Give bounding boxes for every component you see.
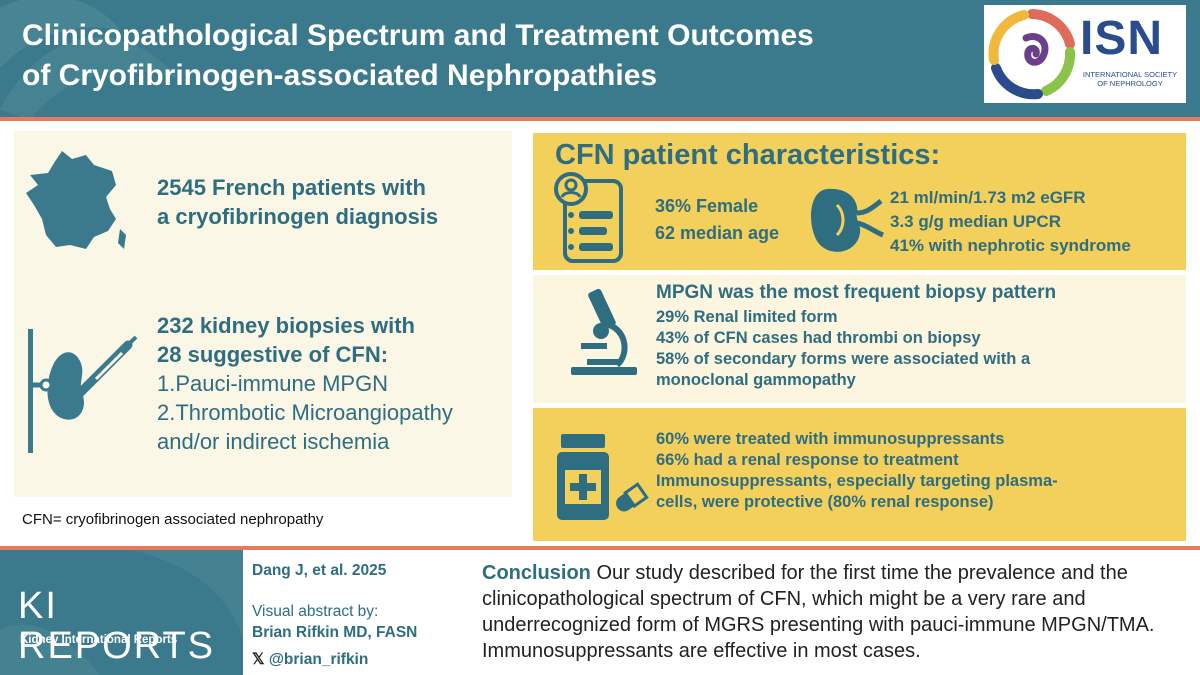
medication-bottle-icon [557,434,649,520]
author-handle[interactable]: 𝕏 @brian_rifkin [252,651,369,668]
france-map-icon [26,151,126,249]
treatment-stats: 60% were treated with immunosuppressants… [656,430,1058,511]
x-icon: 𝕏 [252,651,265,668]
isn-globe-icon [988,9,1076,100]
cfn-definition: CFN= cryofibrinogen associated nephropat… [22,511,324,528]
patient-record-icon [554,172,623,263]
author-name: Brian Rifkin MD, FASN [252,624,418,641]
journal-title: KI REPORTS [18,585,216,667]
conclusion-label: Conclusion [482,562,591,584]
demographics-stats: 36% Female 62 median age [655,196,780,243]
kidney-biopsy-icon [28,329,138,453]
biopsy-stats: 29% Renal limited form 43% of CFN cases … [656,308,1031,389]
biopsy-findings: 232 kidney biopsies with 28 suggestive o… [157,313,453,454]
decorative-leaf-shapes [0,0,180,117]
microscope-icon [571,288,637,375]
study-population-panel: 2545 French patients with a cryofibrinog… [14,131,512,497]
biopsy-pattern-panel: MPGN was the most frequent biopsy patter… [533,275,1186,403]
finding-item-tma: 2.Thrombotic Microangiopathy [157,400,453,425]
renal-function-stats: 21 ml/min/1.73 m2 eGFR 3.3 g/g median UP… [890,188,1131,255]
decorative-leaf-shapes [0,550,243,675]
patient-characteristics-panel: CFN patient characteristics: 36% Female … [533,133,1186,270]
biopsy-heading: MPGN was the most frequent biopsy patter… [656,282,1057,303]
isn-logo-text: ISN [1080,12,1164,65]
abstract-by-label: Visual abstract by: [252,603,379,620]
journal-subtitle: Kidney International Reports [20,634,178,646]
page-title: Clinicopathological Spectrum and Treatme… [22,19,814,92]
finding-item-mpgn: 1.Pauci-immune MPGN [157,371,389,396]
treatment-outcomes-panel: 60% were treated with immunosuppressants… [533,408,1186,541]
isn-logo-subtext: INTERNATIONAL SOCIETY OF NEPHROLOGY [1082,70,1178,88]
kidney-icon [811,188,884,252]
footer-divider [0,546,1200,550]
citation: Dang J, et al. 2025 [252,562,387,579]
isn-logo: ISN INTERNATIONAL SOCIETY OF NEPHROLOGY [984,5,1186,103]
conclusion-text: Conclusion Our study described for the f… [482,562,1155,662]
patient-count-stat: 2545 French patients with a cryofibrinog… [157,175,439,229]
characteristics-heading: CFN patient characteristics: [555,139,941,171]
ki-reports-logo: KI REPORTS Kidney International Reports [0,550,243,675]
header-divider [0,117,1200,121]
header-banner: Clinicopathological Spectrum and Treatme… [0,0,1200,117]
